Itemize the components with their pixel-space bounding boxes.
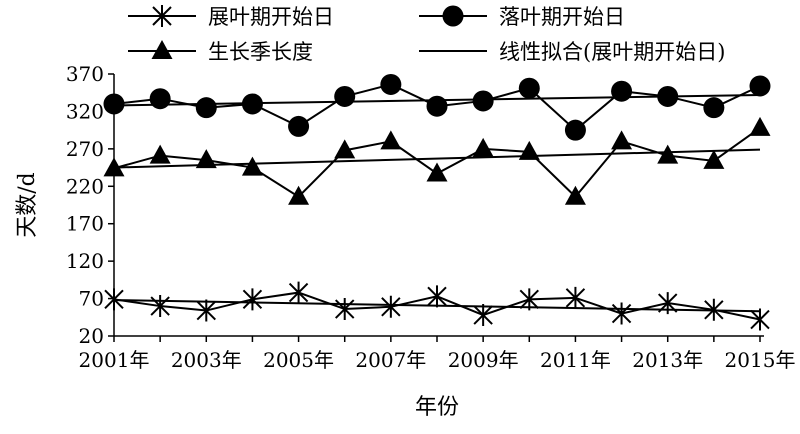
data-point (704, 298, 724, 321)
data-point (703, 97, 725, 119)
legend-label: 落叶期开始日 (499, 5, 625, 29)
data-point (564, 185, 586, 205)
data-point (103, 93, 125, 115)
data-point (427, 285, 447, 308)
series-1 (104, 281, 770, 331)
data-point (150, 295, 170, 318)
data-point (241, 156, 263, 176)
x-tick-label: 2007年 (355, 348, 426, 372)
x-tick-label: 2001年 (79, 348, 150, 372)
x-axis-title: 年份 (415, 395, 459, 420)
y-tick-label: 370 (66, 62, 104, 86)
x-ticks: 2001年 2003年 2005年 2007年 2009年 2011年 2013年 2015年 (79, 336, 796, 372)
legend-item-3: 生长季长度 (128, 40, 313, 64)
data-point (426, 95, 448, 117)
legend-label: 线性拟合(展叶期开始日) (499, 40, 725, 64)
data-point (241, 93, 263, 115)
data-point (473, 304, 493, 327)
series-3 (103, 116, 771, 205)
data-point (472, 137, 494, 157)
y-tick-label: 170 (66, 212, 104, 236)
y-ticks: 20 70 120 170 220 270 320 370 (66, 62, 114, 348)
data-point (519, 288, 539, 311)
data-point (658, 292, 678, 315)
series-group (103, 73, 771, 331)
legend-label: 生长季长度 (208, 40, 313, 64)
data-point (703, 149, 725, 169)
data-point (472, 90, 494, 112)
legend-marker (442, 5, 464, 27)
y-tick-label: 120 (66, 249, 104, 273)
data-point (381, 295, 401, 318)
data-point (657, 144, 679, 164)
legend-label: 展叶期开始日 (208, 5, 334, 29)
data-point (103, 157, 125, 177)
data-point (749, 75, 771, 97)
legend-marker (151, 40, 173, 59)
legend-marker (152, 5, 172, 27)
legend-item-4: 线性拟合(展叶期开始日) (419, 40, 725, 64)
data-point (335, 298, 355, 321)
data-point (149, 144, 171, 164)
data-point (149, 88, 171, 110)
data-point (750, 308, 770, 331)
x-tick-label: 2011年 (540, 348, 611, 372)
x-tick-label: 2003年 (171, 348, 242, 372)
data-point (104, 288, 124, 311)
y-tick-label: 320 (66, 99, 104, 123)
data-point (195, 149, 217, 169)
legend-item-2: 落叶期开始日 (419, 5, 625, 29)
data-point (657, 85, 679, 107)
data-point (564, 119, 586, 141)
data-point (380, 73, 402, 95)
data-point (611, 130, 633, 150)
trend-line-3 (113, 148, 761, 169)
data-point (195, 97, 217, 119)
data-point (288, 185, 310, 205)
data-point (196, 299, 216, 322)
data-point (518, 140, 540, 160)
x-tick-label: 2015年 (725, 348, 796, 372)
series-2 (103, 73, 771, 141)
data-point (242, 288, 263, 311)
legend-item-1: 展叶期开始日 (128, 5, 334, 29)
y-axis-title: 天数/d (15, 172, 40, 238)
x-tick-label: 2005年 (263, 348, 334, 372)
data-point (334, 85, 356, 107)
data-point (426, 162, 448, 182)
data-point (288, 115, 310, 137)
y-tick-label: 20 (79, 324, 104, 348)
data-point (334, 139, 356, 159)
y-tick-label: 220 (66, 174, 104, 198)
data-point (565, 286, 586, 309)
x-tick-label: 2009年 (448, 348, 519, 372)
data-point (288, 281, 309, 304)
data-point (611, 80, 633, 102)
trend-lines (113, 93, 761, 313)
data-point (518, 77, 540, 99)
data-point (380, 130, 402, 150)
data-point (611, 302, 632, 325)
x-tick-label: 2013年 (632, 348, 703, 372)
y-tick-label: 270 (66, 137, 104, 161)
y-tick-label: 70 (79, 287, 104, 311)
data-point (749, 116, 771, 136)
